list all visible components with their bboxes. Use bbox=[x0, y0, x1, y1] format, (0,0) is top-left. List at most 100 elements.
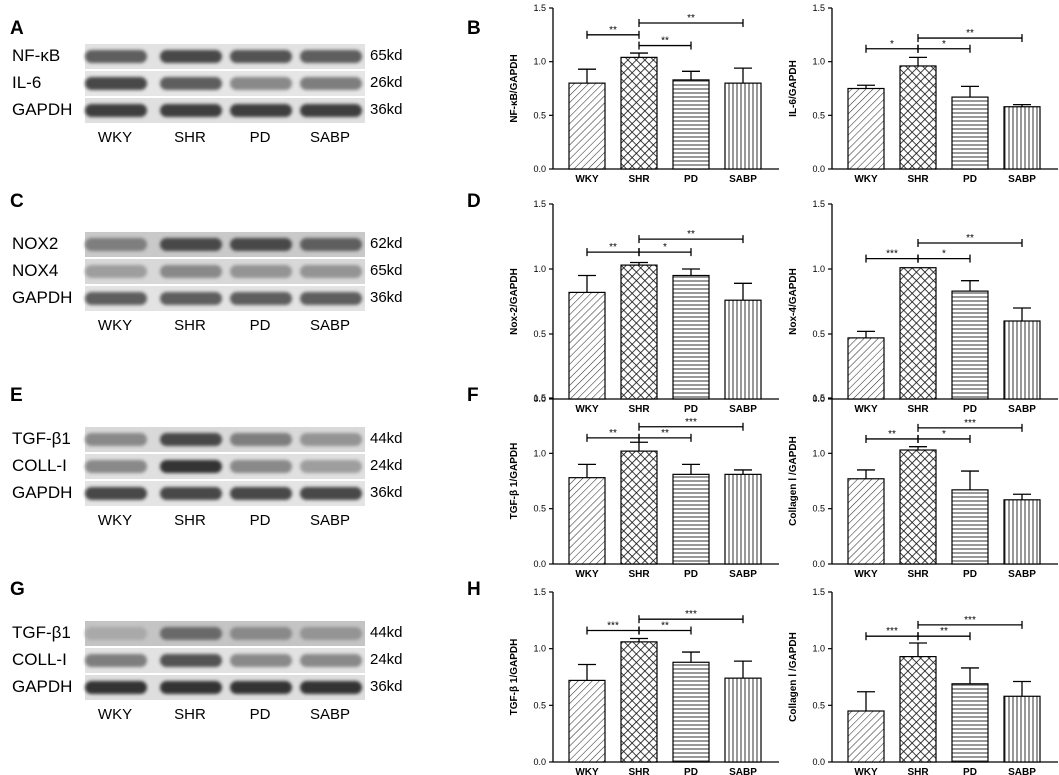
blot-band bbox=[230, 265, 292, 278]
y-tick-label: 1.5 bbox=[533, 3, 546, 13]
blot-band bbox=[300, 681, 362, 694]
bar-wky bbox=[568, 477, 606, 565]
y-tick-label: 1.5 bbox=[533, 393, 546, 403]
x-tick-label: SHR bbox=[628, 569, 650, 580]
bar-pd bbox=[951, 683, 989, 763]
x-tick-label: SABP bbox=[729, 174, 757, 185]
x-tick-label: SABP bbox=[729, 569, 757, 580]
blot-group-label: SHR bbox=[174, 317, 206, 334]
x-tick-label: WKY bbox=[575, 767, 599, 775]
y-tick-label: 0.5 bbox=[533, 329, 546, 339]
blot-group-label: PD bbox=[249, 317, 271, 334]
bar-shr bbox=[899, 267, 937, 400]
blot-group-label: SABP bbox=[309, 706, 351, 723]
protein-label: TGF-β1 bbox=[12, 429, 71, 448]
y-axis-label: Collagen Ⅰ /GAPDH bbox=[788, 632, 799, 722]
significance-label: ** bbox=[661, 36, 669, 47]
y-axis-label: NF-κB/GAPDH bbox=[509, 54, 520, 122]
blot-group-label: PD bbox=[249, 129, 271, 146]
molecular-weight-label: 24kd bbox=[370, 457, 403, 474]
significance-label: * bbox=[942, 429, 946, 440]
blot-band bbox=[160, 627, 222, 640]
blot-strip bbox=[85, 286, 365, 311]
x-tick-label: WKY bbox=[854, 569, 878, 580]
molecular-weight-label: 65kd bbox=[370, 262, 403, 279]
blot-band bbox=[300, 292, 362, 305]
y-tick-label: 0.0 bbox=[533, 757, 546, 767]
blot-band bbox=[230, 50, 292, 63]
x-tick-label: SHR bbox=[907, 174, 929, 185]
blot-band bbox=[160, 487, 222, 500]
blot-strip bbox=[85, 454, 365, 479]
significance-label: *** bbox=[607, 621, 619, 632]
blot-group-label: SABP bbox=[309, 512, 351, 529]
blot-band bbox=[85, 654, 147, 667]
significance-label: *** bbox=[685, 417, 697, 428]
panel-letter-b: B bbox=[467, 18, 481, 39]
bar-wky bbox=[847, 710, 885, 763]
bar-wky bbox=[568, 291, 606, 400]
panel-letter-e: E bbox=[10, 385, 23, 406]
bar-wky bbox=[847, 337, 885, 400]
y-tick-label: 1.5 bbox=[812, 393, 825, 403]
bar-sabp bbox=[1003, 320, 1041, 400]
x-tick-label: SABP bbox=[1008, 767, 1036, 775]
chart-B: 0.0 0.5 1.0 1.5 NF-κB/GAPDH WKY SHR PD SABP ** ** *… bbox=[509, 3, 779, 185]
protein-label: TGF-β1 bbox=[12, 623, 71, 642]
y-tick-label: 1.0 bbox=[812, 448, 825, 458]
blot-group-label: SHR bbox=[174, 129, 206, 146]
x-tick-label: SABP bbox=[1008, 404, 1036, 415]
x-tick-label: PD bbox=[963, 174, 977, 185]
x-tick-label: WKY bbox=[575, 569, 599, 580]
bar-sabp bbox=[724, 82, 762, 170]
molecular-weight-label: 36kd bbox=[370, 678, 403, 695]
x-tick-label: WKY bbox=[854, 174, 878, 185]
significance-label: ** bbox=[661, 621, 669, 632]
blot-band bbox=[230, 487, 292, 500]
blot-band bbox=[160, 104, 222, 117]
significance-label: ** bbox=[687, 13, 695, 24]
blot-band bbox=[160, 654, 222, 667]
molecular-weight-label: 36kd bbox=[370, 101, 403, 118]
y-tick-label: 0.5 bbox=[812, 700, 825, 710]
x-tick-label: WKY bbox=[575, 404, 599, 415]
blot-band bbox=[230, 654, 292, 667]
y-axis-label: Collagen Ⅰ /GAPDH bbox=[788, 436, 799, 526]
bar-wky bbox=[847, 478, 885, 565]
x-tick-label: SHR bbox=[628, 767, 650, 775]
blot-group-label: PD bbox=[249, 706, 271, 723]
y-tick-label: 0.0 bbox=[533, 559, 546, 569]
panel-letter-c: C bbox=[10, 191, 24, 212]
y-tick-label: 0.5 bbox=[812, 329, 825, 339]
molecular-weight-label: 36kd bbox=[370, 289, 403, 306]
molecular-weight-label: 44kd bbox=[370, 430, 403, 447]
molecular-weight-label: 36kd bbox=[370, 484, 403, 501]
x-tick-label: WKY bbox=[575, 174, 599, 185]
y-tick-label: 1.0 bbox=[812, 644, 825, 654]
y-tick-label: 1.5 bbox=[533, 199, 546, 209]
blot-band bbox=[230, 292, 292, 305]
bar-shr bbox=[899, 449, 937, 565]
y-axis-label: TGF-β 1/GAPDH bbox=[509, 639, 520, 716]
y-tick-label: 0.5 bbox=[533, 110, 546, 120]
significance-label: *** bbox=[964, 418, 976, 429]
x-tick-label: PD bbox=[963, 569, 977, 580]
y-tick-label: 1.0 bbox=[812, 57, 825, 67]
y-tick-label: 0.5 bbox=[812, 110, 825, 120]
protein-label: GAPDH bbox=[12, 100, 73, 119]
bar-shr bbox=[620, 56, 658, 170]
y-tick-label: 1.5 bbox=[812, 199, 825, 209]
blot-group-label: WKY bbox=[97, 129, 133, 146]
molecular-weight-label: 24kd bbox=[370, 651, 403, 668]
blot-group-label: SHR bbox=[174, 512, 206, 529]
blot-band bbox=[160, 433, 222, 446]
y-tick-label: 1.0 bbox=[812, 264, 825, 274]
bar-wky bbox=[568, 82, 606, 170]
chart-F2: 0.0 0.5 1.0 1.5 Collagen Ⅰ /GAPDH WKY SHR PD SAB… bbox=[788, 393, 1058, 580]
y-axis-label: Nox-4/GAPDH bbox=[788, 268, 799, 335]
protein-label: COLL-I bbox=[12, 650, 67, 669]
bar-shr bbox=[899, 65, 937, 170]
